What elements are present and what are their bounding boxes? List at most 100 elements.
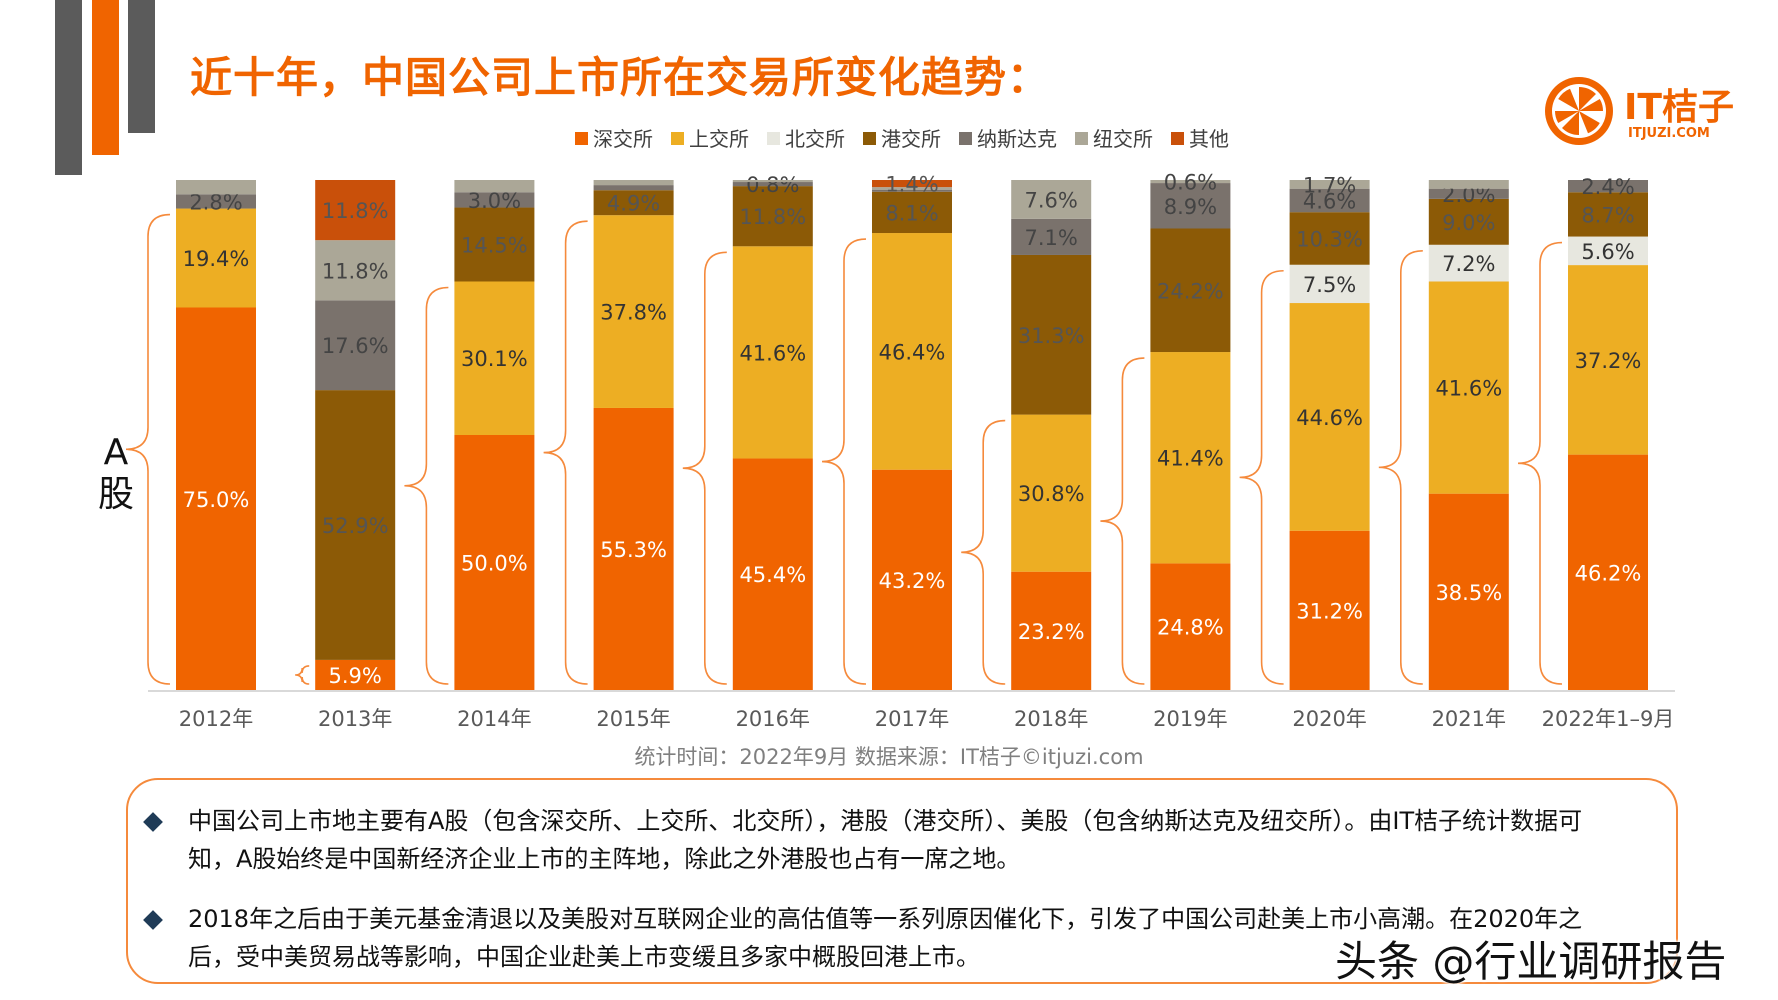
data-label: 31.2% — [1296, 599, 1363, 623]
data-label: 17.6% — [322, 334, 389, 358]
data-label: 7.6% — [1025, 188, 1078, 212]
bar-segment — [1289, 264, 1370, 304]
x-tick-label: 2017年 — [875, 707, 949, 731]
bar-segment — [1428, 244, 1509, 282]
stacked-bar-chart: 深交所 上交所 北交所 港交所 纳斯达克 纽交所 其他 75.0% 19.4% 2.8% 2012年… — [125, 127, 1675, 731]
note-text: 中国公司上市地主要有A股（包含深交所、上交所、北交所），港股（港交所）、美股（包… — [188, 807, 1583, 873]
data-label: 38.5% — [1435, 581, 1502, 605]
legend-swatch — [671, 132, 684, 145]
a-share-bracket — [682, 251, 727, 685]
x-tick-label: 2013年 — [318, 707, 392, 731]
legend-label: 上交所 — [689, 127, 749, 151]
data-label: 45.4% — [739, 563, 806, 587]
bar-segment — [1289, 180, 1370, 189]
bar-segment — [1011, 414, 1092, 572]
bar-segment — [1428, 493, 1509, 690]
x-tick-label: 2012年 — [179, 707, 253, 731]
bar-segment — [315, 659, 396, 690]
bar-segment — [315, 300, 396, 391]
bar-segment — [454, 281, 535, 435]
logo: IT桔子 ITJUZI.COM — [1542, 74, 1752, 150]
data-label: 9.0% — [1442, 211, 1495, 235]
bar-segment — [1011, 218, 1092, 255]
legend-swatch — [863, 132, 876, 145]
note-item: 中国公司上市地主要有A股（包含深交所、上交所、北交所），港股（港交所）、美股（包… — [143, 802, 1628, 878]
legend-swatch — [959, 132, 972, 145]
bar-segment — [872, 189, 952, 192]
page-title: 近十年，中国公司上市所在交易所变化趋势： — [190, 53, 1051, 102]
data-label: 52.9% — [322, 514, 389, 538]
bar-segment — [593, 215, 674, 408]
bar-segment — [176, 194, 256, 209]
data-label: 31.3% — [1018, 324, 1085, 348]
x-tick-label: 2022年1–9月 — [1542, 707, 1675, 731]
a-share-bracket — [404, 286, 449, 685]
bar-segment — [872, 187, 952, 190]
bar-segment — [454, 435, 535, 690]
bullet-diamond-icon — [143, 910, 163, 930]
a-share-bracket — [543, 220, 588, 685]
bar-segment — [1150, 563, 1231, 690]
decor-bar-gray-2 — [128, 0, 155, 133]
bar-segment — [1428, 180, 1509, 189]
x-tick-label: 2015年 — [596, 707, 670, 731]
bar-segment — [315, 390, 396, 660]
data-label: 1.7% — [1303, 173, 1356, 197]
bar-segment — [1011, 254, 1092, 415]
bar-segment — [1289, 188, 1370, 213]
data-label: 41.4% — [1157, 447, 1224, 471]
data-label: 46.4% — [879, 340, 946, 364]
a-share-bracket — [1239, 269, 1284, 685]
x-tick-label: 2021年 — [1432, 707, 1506, 731]
note-item: 2018年之后由于美元基金清退以及美股对互联网企业的高估值等一系列原因催化下，引… — [143, 900, 1628, 976]
data-label: 14.5% — [461, 234, 528, 258]
legend-swatch — [1075, 132, 1088, 145]
bar-segment — [1568, 454, 1648, 690]
a-share-bracket — [125, 213, 171, 685]
data-label: 75.0% — [183, 488, 250, 512]
bar-segment — [1150, 228, 1231, 353]
bar-segment — [593, 407, 674, 690]
bar-segment — [315, 240, 396, 301]
data-label: 8.9% — [1164, 195, 1217, 219]
bar-segment — [872, 191, 952, 234]
data-label: 7.2% — [1442, 252, 1495, 276]
data-label: 41.6% — [1435, 377, 1502, 401]
x-tick-label: 2014年 — [457, 707, 531, 731]
bar-segment — [1568, 180, 1648, 193]
data-label: 0.8% — [746, 173, 799, 197]
orange-slice-icon — [1545, 77, 1613, 145]
legend-label: 纽交所 — [1093, 127, 1153, 151]
bar-segment — [1428, 188, 1509, 199]
a-share-bracket — [1517, 241, 1563, 685]
data-label: 43.2% — [879, 569, 946, 593]
data-label: 0.6% — [1164, 171, 1217, 195]
bar-segment — [1011, 571, 1092, 690]
data-label: 23.2% — [1018, 620, 1085, 644]
watermark: 头条 @行业调研报告 — [1335, 937, 1727, 986]
data-label: 3.0% — [468, 189, 521, 213]
bar-segment — [872, 180, 952, 188]
source-caption: 统计时间：2022年9月 数据来源：IT桔子©itjuzi.com — [634, 745, 1144, 769]
legend-label: 北交所 — [785, 127, 845, 151]
logo-name: IT桔子 — [1624, 87, 1734, 128]
bar-segment — [1289, 530, 1370, 690]
legend-label: 港交所 — [881, 127, 941, 151]
bullet-diamond-icon — [143, 812, 163, 832]
data-label: 8.1% — [885, 201, 938, 225]
legend-swatch — [575, 132, 588, 145]
data-label: 30.8% — [1018, 482, 1085, 506]
bar-segment — [1150, 180, 1231, 184]
bar-segment — [1150, 183, 1231, 229]
legend-swatch — [767, 132, 780, 145]
bar-segment — [176, 180, 256, 195]
bar-segment — [1568, 236, 1648, 266]
a-share-bracket — [1100, 357, 1145, 685]
bar-segment — [1011, 180, 1092, 219]
data-label: 37.8% — [600, 301, 667, 325]
data-label: 11.8% — [322, 259, 389, 283]
bar-segment — [1568, 192, 1648, 237]
data-label: 11.8% — [322, 199, 389, 223]
data-label: 1.4% — [885, 173, 938, 197]
data-label: 30.1% — [461, 347, 528, 371]
